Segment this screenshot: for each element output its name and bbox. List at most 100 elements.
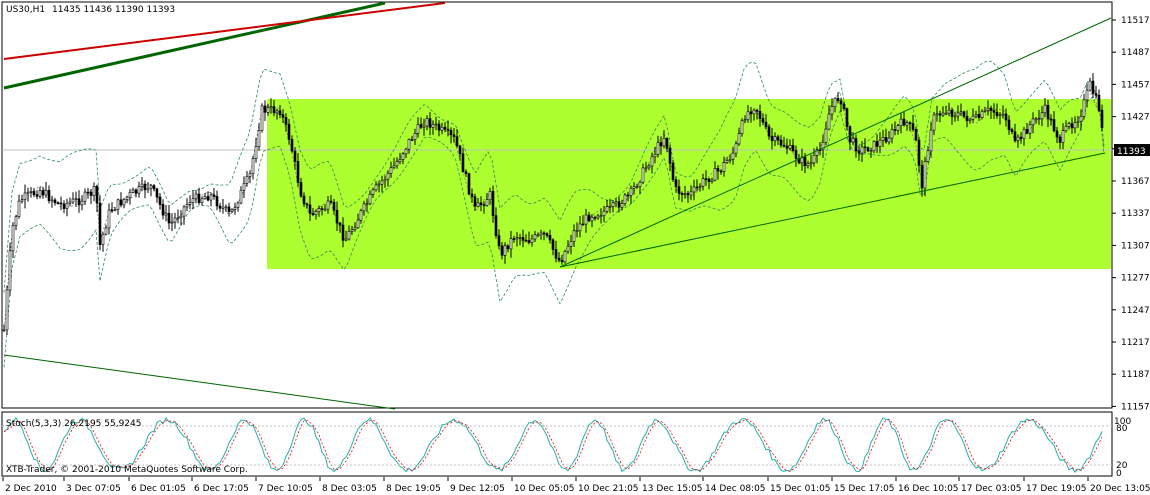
price-tick-label: 11367 <box>1121 177 1150 187</box>
candle-body <box>1019 136 1023 139</box>
candle-body <box>350 229 354 232</box>
candle-body <box>740 120 744 134</box>
candle-body <box>794 150 798 159</box>
candle-body <box>410 139 414 141</box>
candle-body <box>791 145 795 151</box>
candle-body <box>821 142 825 151</box>
candle-body <box>965 115 969 121</box>
candle-body <box>674 179 678 187</box>
candle-body <box>80 200 84 206</box>
candle-body <box>59 202 63 205</box>
price-tick-label: 11277 <box>1121 274 1150 284</box>
candle-body <box>551 239 555 250</box>
candle-body <box>980 111 984 118</box>
candle-body <box>662 138 666 147</box>
candle-body <box>842 103 846 109</box>
price-tick-label: 11187 <box>1121 370 1150 380</box>
candle-body <box>1079 116 1083 122</box>
candle-body <box>773 136 777 142</box>
symbol-label: US30,H1 <box>6 5 45 15</box>
candle-body <box>275 110 279 114</box>
candle-body <box>113 209 117 211</box>
candle-body <box>566 246 570 252</box>
candle-body <box>731 152 735 160</box>
candle-body <box>203 196 207 200</box>
candle-body <box>374 184 378 191</box>
highlight-zone <box>267 99 1111 269</box>
candle-body <box>1046 104 1050 120</box>
price-tick-label: 11217 <box>1121 338 1150 348</box>
candle-body <box>539 232 543 236</box>
candle-body <box>590 217 594 222</box>
candle-body <box>158 196 162 205</box>
time-tick-label: 17 Dec 03:05 <box>961 484 1022 494</box>
candle-body <box>458 145 462 155</box>
candle-body <box>227 206 231 212</box>
candle-body <box>719 170 723 173</box>
candle-body <box>176 217 180 220</box>
candle-body <box>38 190 42 197</box>
candle-body <box>917 139 921 166</box>
candle-body <box>125 196 129 200</box>
candle-body <box>707 178 711 182</box>
candle-body <box>1073 122 1077 129</box>
candle-body <box>212 194 216 197</box>
candle-body <box>530 238 534 243</box>
candle-body <box>971 115 975 120</box>
stoch-level-0-label: 0 <box>1116 469 1122 479</box>
candle-body <box>437 123 441 131</box>
candle-body <box>563 250 567 263</box>
time-tick-label: 14 Dec 08:05 <box>705 484 766 494</box>
candle-body <box>638 181 642 187</box>
candle-body <box>830 106 834 115</box>
candle-body <box>233 207 237 210</box>
candle-body <box>278 110 282 116</box>
candle-body <box>680 193 684 195</box>
candle-body <box>932 114 936 131</box>
candle-body <box>1028 124 1032 134</box>
candle-body <box>605 206 609 212</box>
candle-body <box>119 199 123 206</box>
time-tick-label: 8 Dec 03:05 <box>322 484 377 494</box>
candle-body <box>326 200 330 210</box>
candle-body <box>776 136 780 141</box>
price-tick-label: 11487 <box>1121 48 1150 58</box>
candle-body <box>860 146 864 154</box>
candle-body <box>323 208 327 211</box>
candle-body <box>185 204 189 208</box>
candle-body <box>146 187 150 191</box>
candle-body <box>1004 113 1008 121</box>
candle-body <box>911 123 915 130</box>
candle-body <box>446 128 450 131</box>
candle-body <box>56 202 60 205</box>
time-tick-label: 15 Dec 17:05 <box>834 484 895 494</box>
candle-body <box>797 158 801 164</box>
candle-body <box>482 204 486 206</box>
candle-body <box>29 191 33 193</box>
candle-body <box>803 156 807 166</box>
candle-body <box>527 240 531 243</box>
candle-body <box>8 250 12 291</box>
candle-body <box>902 118 906 126</box>
candle-body <box>887 137 891 143</box>
candle-body <box>851 138 855 143</box>
candle-body <box>515 237 519 240</box>
candle-body <box>389 167 393 174</box>
candle-body <box>71 198 75 203</box>
candle-body <box>1052 119 1056 132</box>
candle-body <box>893 129 897 131</box>
candle-body <box>1082 99 1086 117</box>
candle-body <box>14 216 18 226</box>
candle-body <box>230 209 234 212</box>
price-tick-label: 11307 <box>1121 241 1150 251</box>
candle-body <box>335 209 339 224</box>
candle-body <box>809 162 813 165</box>
time-tick-label: 10 Dec 21:05 <box>578 484 639 494</box>
candle-body <box>926 150 930 162</box>
candle-body <box>722 162 726 172</box>
candle-body <box>431 124 435 128</box>
candle-body <box>338 222 342 226</box>
candle-body <box>341 224 345 241</box>
candle-body <box>398 159 402 163</box>
